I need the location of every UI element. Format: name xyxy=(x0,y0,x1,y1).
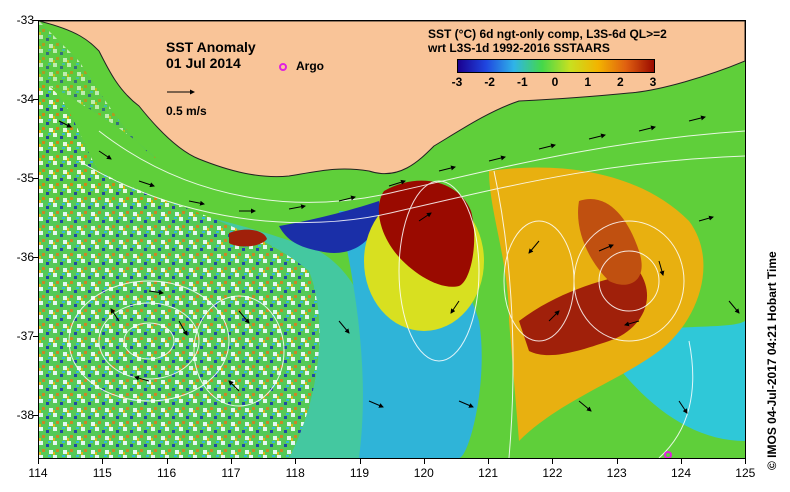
longitude-tick-mark xyxy=(230,459,232,464)
latitude-tick-mark xyxy=(33,415,38,416)
map-date: 01 Jul 2014 xyxy=(166,55,241,71)
longitude-tick-label: 114 xyxy=(28,466,48,480)
argo-float-marker xyxy=(664,451,672,458)
colorbar-tick-label: 3 xyxy=(649,75,657,89)
colorbar-tick-label: -3 xyxy=(451,75,463,89)
colorbar-tick-label: 2 xyxy=(616,75,624,89)
longitude-tick-label: 119 xyxy=(349,466,370,480)
velocity-scale-label: 0.5 m/s xyxy=(166,104,207,118)
longitude-tick-label: 117 xyxy=(221,466,241,480)
warm-tongue-core xyxy=(519,271,648,356)
credit-text: © IMOS 04-Jul-2017 04:21 Hobart Time xyxy=(765,251,779,470)
longitude-tick-mark xyxy=(681,459,682,464)
longitude-tick-mark xyxy=(166,459,168,464)
longitude-tick-label: 116 xyxy=(157,466,177,480)
longitude-tick-mark xyxy=(488,459,490,464)
latitude-tick-mark xyxy=(33,336,38,337)
argo-legend-marker xyxy=(279,63,287,71)
current-vectors xyxy=(58,115,740,414)
colorbar-tick-label: 1 xyxy=(584,75,591,89)
latitude-tick-mark xyxy=(33,99,38,100)
longitude-tick-label: 125 xyxy=(735,466,756,480)
longitude-tick-mark xyxy=(616,459,618,464)
noisy-region-north xyxy=(39,21,159,161)
map-title: SST Anomaly xyxy=(166,39,256,55)
longitude-tick-mark xyxy=(38,459,39,464)
latitude-tick-mark xyxy=(33,20,38,21)
latitude-tick-mark xyxy=(33,257,38,258)
latitude-tick-label: -37 xyxy=(16,329,34,343)
colorbar-tick-label: -2 xyxy=(484,75,495,89)
streamlines xyxy=(68,130,745,458)
longitude-tick-mark xyxy=(423,459,425,464)
longitude-tick-mark xyxy=(295,459,297,464)
longitude-tick-label: 122 xyxy=(542,466,563,480)
product-description-line1: SST (°C) 6d ngt-only comp, L3S-6d QL>=2 xyxy=(428,27,667,41)
latitude-tick-label: -36 xyxy=(16,250,34,264)
warm-eddy xyxy=(378,180,475,287)
cold-anomaly-band xyxy=(279,201,380,253)
longitude-tick-mark xyxy=(552,459,554,464)
colorbar-tick-label: 0 xyxy=(551,75,559,89)
longitude-tick-label: 121 xyxy=(478,466,499,480)
argo-label: Argo xyxy=(296,59,324,73)
sst-anomaly-map xyxy=(39,21,745,458)
longitude-tick-label: 118 xyxy=(285,466,305,480)
longitude-tick-mark xyxy=(745,459,747,464)
longitude-tick-label: 124 xyxy=(670,466,692,480)
latitude-tick-label: -38 xyxy=(16,408,34,422)
latitude-tick-label: -33 xyxy=(16,13,34,27)
latitude-tick-label: -34 xyxy=(16,92,34,106)
colorbar xyxy=(457,59,655,73)
map-panel xyxy=(38,20,746,459)
colorbar-tick-label: -1 xyxy=(516,75,528,89)
product-description-line2: wrt L3S-1d 1992-2016 SSTAARS xyxy=(428,41,610,55)
longitude-tick-label: 115 xyxy=(92,466,112,480)
longitude-tick-label: 120 xyxy=(413,466,434,480)
longitude-tick-mark xyxy=(102,459,104,464)
latitude-tick-mark xyxy=(33,178,38,179)
latitude-tick-label: -35 xyxy=(16,171,34,185)
longitude-tick-label: 123 xyxy=(606,466,627,480)
warm-filament xyxy=(578,199,642,285)
warm-spot-west xyxy=(229,229,267,247)
longitude-tick-mark xyxy=(359,459,361,464)
